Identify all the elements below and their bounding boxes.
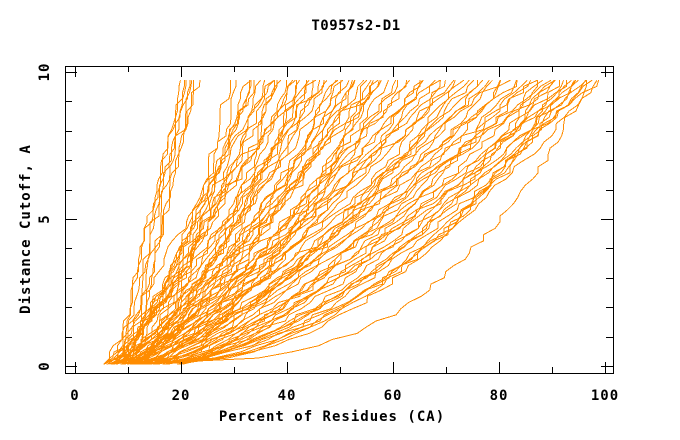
model-curve	[176, 80, 501, 365]
model-curve	[111, 79, 344, 365]
model-curve	[139, 79, 410, 365]
model-curve	[177, 79, 593, 365]
x-tick-label: 40	[278, 388, 297, 404]
model-curve	[168, 79, 528, 365]
model-curve	[131, 80, 201, 365]
model-curve	[120, 79, 441, 365]
model-curve	[115, 80, 187, 365]
x-tick-label: 80	[490, 388, 509, 404]
model-curve	[117, 80, 237, 365]
model-curve	[156, 80, 517, 365]
model-curve	[142, 79, 339, 365]
model-curve	[182, 79, 543, 365]
tick-labels-group: 0 20 40 60 80 100 0 5 10	[37, 63, 619, 404]
model-curve	[130, 79, 465, 365]
model-curves-group	[103, 79, 600, 365]
model-curve	[103, 80, 321, 365]
model-curve	[176, 80, 560, 365]
model-curve	[157, 80, 441, 365]
model-curve	[114, 80, 278, 365]
model-curve	[164, 79, 556, 365]
model-curve	[108, 79, 275, 365]
model-curve	[141, 79, 555, 365]
model-curve	[158, 79, 538, 365]
x-tick-label: 100	[591, 388, 619, 404]
model-curve	[126, 80, 325, 365]
model-curve	[111, 80, 181, 365]
model-curve	[114, 80, 185, 365]
model-curve	[123, 80, 255, 365]
model-curve	[157, 79, 484, 365]
model-curve	[140, 80, 502, 365]
chart-title: T0957s2-D1	[311, 18, 400, 34]
model-curve	[121, 79, 382, 365]
model-curve	[109, 80, 266, 365]
x-tick-label: 60	[384, 388, 403, 404]
model-curve	[134, 80, 314, 365]
model-curve	[164, 80, 600, 365]
y-tick-label: 5	[37, 214, 53, 223]
model-curve	[143, 79, 490, 365]
x-axis-title: Percent of Residues (CA)	[219, 409, 445, 425]
model-curve	[162, 79, 572, 365]
model-curve	[130, 80, 446, 365]
model-curve	[146, 79, 598, 365]
model-curve	[146, 79, 470, 365]
model-curve	[163, 79, 493, 365]
model-curve	[147, 79, 579, 365]
model-curve	[135, 80, 518, 365]
model-curve	[130, 80, 539, 365]
model-curve	[142, 79, 436, 365]
model-curve	[120, 79, 365, 365]
model-curve	[112, 80, 307, 365]
model-curve	[103, 80, 251, 365]
model-curve	[131, 80, 587, 365]
x-tick-label: 0	[70, 388, 79, 404]
model-curve	[135, 80, 479, 365]
y-axis-title: Distance Cutoff, A	[18, 144, 34, 314]
model-curve	[121, 80, 191, 365]
y-tick-label: 0	[37, 361, 53, 370]
model-curve	[150, 79, 556, 365]
model-curve	[149, 80, 389, 365]
y-tick-label: 10	[37, 63, 53, 82]
model-curve	[110, 79, 356, 365]
model-curve	[103, 79, 301, 365]
model-curve	[133, 80, 356, 365]
model-curve	[153, 79, 587, 365]
model-curve	[134, 79, 587, 365]
x-tick-label: 20	[172, 388, 191, 404]
model-curve	[147, 80, 568, 365]
model-curve	[133, 79, 424, 365]
axes-group	[65, 66, 614, 374]
